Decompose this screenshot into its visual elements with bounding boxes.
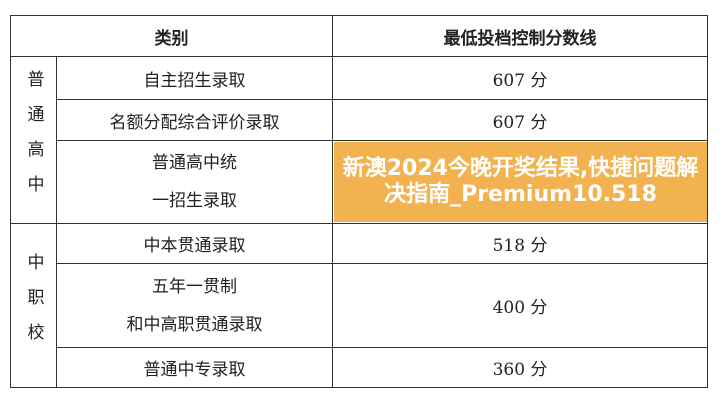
admission-score-table: 类别 最低投档控制分数线 普通高中 自主招生录取 607 分 名额分配综合评价录… <box>10 15 708 388</box>
category-cell: 自主招生录取 <box>56 56 333 100</box>
table-header-row: 类别 最低投档控制分数线 <box>10 15 708 57</box>
table-row: 五年一贯制和中高职贯通录取 400 分 <box>11 263 708 348</box>
table-row: 中职校 中本贯通录取 518 分 <box>10 223 708 388</box>
score-cell: 607 分 <box>332 56 708 100</box>
category-cell: 普通高中统一招生录取 <box>56 140 333 224</box>
category-cell: 中本贯通录取 <box>56 223 333 264</box>
score-cell: 400 分 <box>332 263 708 348</box>
category-cell: 普通中专录取 <box>56 347 333 388</box>
score-cell: 607 分 <box>332 99 708 141</box>
header-score: 最低投档控制分数线 <box>332 15 708 57</box>
category-line-2: 和中高职贯通录取 <box>126 314 263 335</box>
table-row: 名额分配综合评价录取 607 分 <box>11 99 708 141</box>
score-cell: 360 分 <box>332 347 708 388</box>
group-label-vocational: 中职校 <box>10 223 57 388</box>
table-row: 普通中专录取 360 分 <box>11 347 708 388</box>
category-line-1: 五年一贯制 <box>152 276 237 297</box>
group-label-high-school: 普通高中 <box>10 56 57 224</box>
overlay-banner: 新澳2024今晚开奖结果,快捷问题解决指南_Premium10.518 <box>334 142 707 222</box>
score-cell: 518 分 <box>332 223 708 264</box>
category-cell: 五年一贯制和中高职贯通录取 <box>56 263 333 348</box>
category-cell: 名额分配综合评价录取 <box>56 99 333 141</box>
table-row: 普通高中 自主招生录取 607 分 <box>10 56 708 224</box>
header-category: 类别 <box>10 15 333 57</box>
overlay-title: 新澳2024今晚开奖结果,快捷问题解决指南_Premium10.518 <box>342 156 699 207</box>
